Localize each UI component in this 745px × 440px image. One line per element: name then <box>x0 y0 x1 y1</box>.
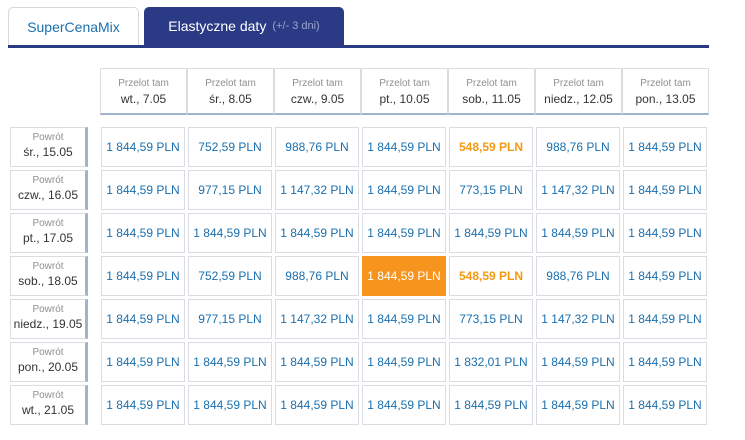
return-date-header: Powrót śr., 15.05 <box>10 127 88 167</box>
outbound-date: śr., 8.05 <box>209 92 252 106</box>
price-cell[interactable]: 1 844,59 PLN <box>623 127 707 167</box>
tab-suffix: (+/- 3 dni) <box>272 20 320 32</box>
return-label: Powrót <box>32 261 64 272</box>
outbound-label: Przelot tam <box>640 78 691 89</box>
price-cell-selected[interactable]: 1 844,59 PLN <box>362 256 446 296</box>
tab-label: SuperCenaMix <box>27 18 120 35</box>
tab-elastyczne-daty[interactable]: Elastyczne daty (+/- 3 dni) <box>144 7 344 45</box>
price-cell[interactable]: 1 844,59 PLN <box>362 342 446 382</box>
price-cell[interactable]: 1 844,59 PLN <box>101 213 185 253</box>
return-label: Powrót <box>32 132 64 143</box>
price-cell[interactable]: 1 844,59 PLN <box>362 299 446 339</box>
price-cell[interactable]: 1 844,59 PLN <box>188 385 272 425</box>
price-cell[interactable]: 977,15 PLN <box>188 299 272 339</box>
return-date-header: Powrót sob., 18.05 <box>10 256 88 296</box>
tab-bar: SuperCenaMix Elastyczne daty (+/- 3 dni) <box>8 7 709 48</box>
price-cell[interactable]: 1 844,59 PLN <box>623 170 707 210</box>
outbound-label: Przelot tam <box>118 78 169 89</box>
price-cell[interactable]: 1 844,59 PLN <box>623 213 707 253</box>
price-cell[interactable]: 1 147,32 PLN <box>275 170 359 210</box>
outbound-label: Przelot tam <box>466 78 517 89</box>
outbound-date-header: Przelot tam pon., 13.05 <box>622 68 709 115</box>
price-cell[interactable]: 1 844,59 PLN <box>101 299 185 339</box>
price-cell[interactable]: 1 147,32 PLN <box>536 170 620 210</box>
return-date: sob., 18.05 <box>18 274 78 288</box>
price-cell[interactable]: 1 147,32 PLN <box>536 299 620 339</box>
return-date-header: Powrót niedz., 19.05 <box>10 299 88 339</box>
price-cell[interactable]: 1 844,59 PLN <box>536 213 620 253</box>
outbound-date: czw., 9.05 <box>290 92 345 106</box>
price-cell[interactable]: 1 844,59 PLN <box>623 256 707 296</box>
price-cell[interactable]: 1 844,59 PLN <box>101 170 185 210</box>
return-date: czw., 16.05 <box>17 188 79 202</box>
price-cell[interactable]: 1 844,59 PLN <box>362 127 446 167</box>
outbound-date: wt., 7.05 <box>120 92 167 106</box>
return-date-header: Powrót pon., 20.05 <box>10 342 88 382</box>
return-date-header: Powrót pt., 17.05 <box>10 213 88 253</box>
price-cell[interactable]: 1 844,59 PLN <box>101 256 185 296</box>
price-cell[interactable]: 1 844,59 PLN <box>623 299 707 339</box>
price-cell[interactable]: 1 844,59 PLN <box>623 385 707 425</box>
return-date: pt., 17.05 <box>22 231 74 245</box>
price-cell[interactable]: 548,59 PLN <box>449 256 533 296</box>
price-cell[interactable]: 1 147,32 PLN <box>275 299 359 339</box>
outbound-date-header: Przelot tam czw., 9.05 <box>274 68 361 115</box>
return-date: niedz., 19.05 <box>13 317 83 331</box>
price-cell[interactable]: 1 844,59 PLN <box>362 170 446 210</box>
price-cell[interactable]: 1 844,59 PLN <box>536 342 620 382</box>
price-cell[interactable]: 1 844,59 PLN <box>449 385 533 425</box>
return-date-header: Powrót wt., 21.05 <box>10 385 88 425</box>
outbound-label: Przelot tam <box>379 78 430 89</box>
return-label: Powrót <box>32 390 64 401</box>
price-cell[interactable]: 1 844,59 PLN <box>275 213 359 253</box>
price-cell[interactable]: 988,76 PLN <box>536 256 620 296</box>
outbound-date: pon., 13.05 <box>635 92 696 106</box>
price-cell[interactable]: 1 844,59 PLN <box>449 213 533 253</box>
outbound-date-header: Przelot tam pt., 10.05 <box>361 68 448 115</box>
return-date-header: Powrót czw., 16.05 <box>10 170 88 210</box>
price-cell[interactable]: 1 844,59 PLN <box>101 127 185 167</box>
price-cell[interactable]: 977,15 PLN <box>188 170 272 210</box>
price-cell[interactable]: 773,15 PLN <box>449 299 533 339</box>
outbound-label: Przelot tam <box>205 78 256 89</box>
price-cell[interactable]: 1 844,59 PLN <box>275 342 359 382</box>
price-cell[interactable]: 548,59 PLN <box>449 127 533 167</box>
price-cell[interactable]: 1 844,59 PLN <box>623 342 707 382</box>
price-cell[interactable]: 1 844,59 PLN <box>362 213 446 253</box>
price-cell[interactable]: 1 832,01 PLN <box>449 342 533 382</box>
price-cell[interactable]: 988,76 PLN <box>275 127 359 167</box>
return-label: Powrót <box>32 218 64 229</box>
return-label: Powrót <box>32 175 64 186</box>
price-cell[interactable]: 1 844,59 PLN <box>101 385 185 425</box>
outbound-date-header: Przelot tam wt., 7.05 <box>100 68 187 115</box>
outbound-date: sob., 11.05 <box>462 92 521 106</box>
return-date: wt., 21.05 <box>21 403 75 417</box>
outbound-date-header: Przelot tam niedz., 12.05 <box>535 68 622 115</box>
outbound-label: Przelot tam <box>292 78 343 89</box>
price-cell[interactable]: 988,76 PLN <box>536 127 620 167</box>
tab-supercenamix[interactable]: SuperCenaMix <box>8 7 139 45</box>
price-cell[interactable]: 1 844,59 PLN <box>536 385 620 425</box>
price-cell[interactable]: 1 844,59 PLN <box>188 213 272 253</box>
price-cell[interactable]: 988,76 PLN <box>275 256 359 296</box>
tab-label: Elastyczne daty <box>168 18 267 34</box>
outbound-date: pt., 10.05 <box>379 92 430 106</box>
price-cell[interactable]: 1 844,59 PLN <box>101 342 185 382</box>
price-cell[interactable]: 1 844,59 PLN <box>362 385 446 425</box>
flexible-dates-grid: Przelot tam wt., 7.05 Przelot tam śr., 8.05… <box>10 68 709 430</box>
price-cell[interactable]: 1 844,59 PLN <box>275 385 359 425</box>
return-date: śr., 15.05 <box>23 145 73 159</box>
price-cell[interactable]: 752,59 PLN <box>188 256 272 296</box>
return-date: pon., 20.05 <box>17 360 79 374</box>
price-cell[interactable]: 773,15 PLN <box>449 170 533 210</box>
outbound-date: niedz., 12.05 <box>544 92 613 106</box>
outbound-date-header: Przelot tam sob., 11.05 <box>448 68 535 115</box>
outbound-label: Przelot tam <box>553 78 604 89</box>
price-cell[interactable]: 752,59 PLN <box>188 127 272 167</box>
outbound-date-header: Przelot tam śr., 8.05 <box>187 68 274 115</box>
return-label: Powrót <box>32 304 64 315</box>
price-cell[interactable]: 1 844,59 PLN <box>188 342 272 382</box>
return-label: Powrót <box>32 347 64 358</box>
tab-underline <box>8 45 709 48</box>
